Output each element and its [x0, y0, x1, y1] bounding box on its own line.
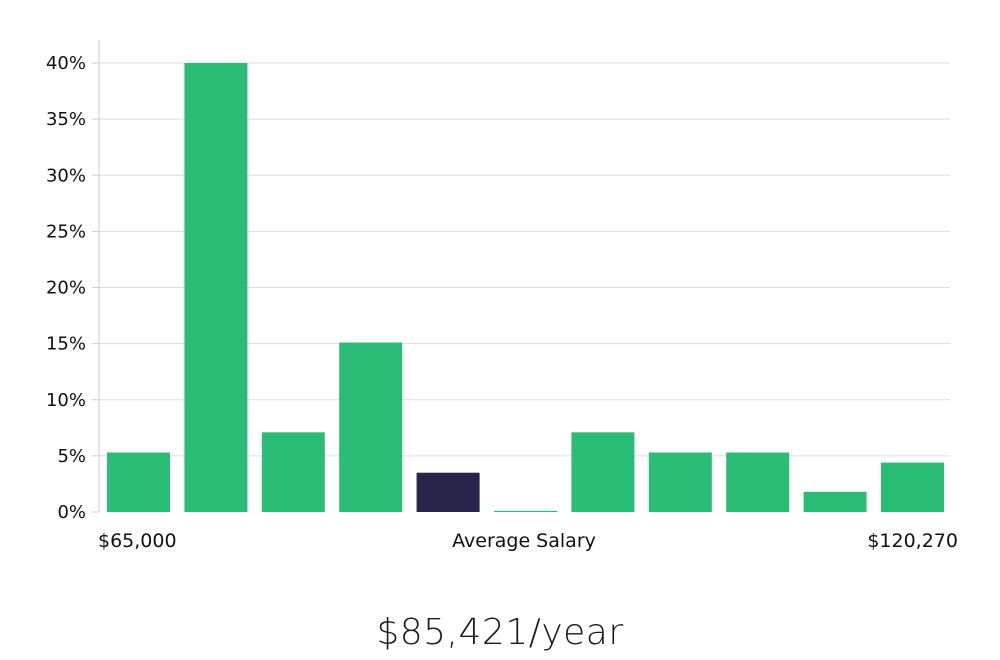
histogram-bar	[184, 63, 248, 512]
histogram-bar	[339, 342, 403, 512]
histogram-bar	[261, 432, 325, 512]
y-tick-label: 40%	[46, 53, 86, 74]
y-tick-label: 0%	[57, 502, 86, 523]
y-tick-label: 15%	[46, 334, 86, 355]
y-tick-label: 10%	[46, 390, 86, 411]
salary-histogram: 0% 5% 10% 15% 20% 25% 30% 35% 40% $65,000 Averag…	[46, 40, 958, 552]
histogram-bars	[107, 63, 944, 512]
histogram-bar	[803, 491, 867, 512]
y-tick-label: 35%	[46, 109, 86, 130]
histogram-bar	[571, 432, 635, 512]
histogram-bar	[648, 452, 712, 512]
x-axis-title: Average Salary	[452, 530, 596, 552]
histogram-bar	[107, 452, 170, 512]
highlighted-bar	[416, 472, 480, 512]
histogram-bar	[494, 510, 557, 512]
x-axis-min-label: $65,000	[98, 530, 177, 552]
y-axis-ticks: 0% 5% 10% 15% 20% 25% 30% 35% 40%	[46, 53, 99, 523]
average-salary-value: $85,421/year	[376, 612, 624, 653]
y-tick-label: 30%	[46, 165, 86, 186]
y-tick-label: 5%	[57, 446, 86, 467]
y-tick-label: 25%	[46, 221, 86, 242]
x-axis-max-label: $120,270	[867, 530, 958, 552]
histogram-bar	[726, 452, 790, 512]
histogram-bar	[881, 462, 944, 512]
y-tick-label: 20%	[46, 278, 86, 299]
